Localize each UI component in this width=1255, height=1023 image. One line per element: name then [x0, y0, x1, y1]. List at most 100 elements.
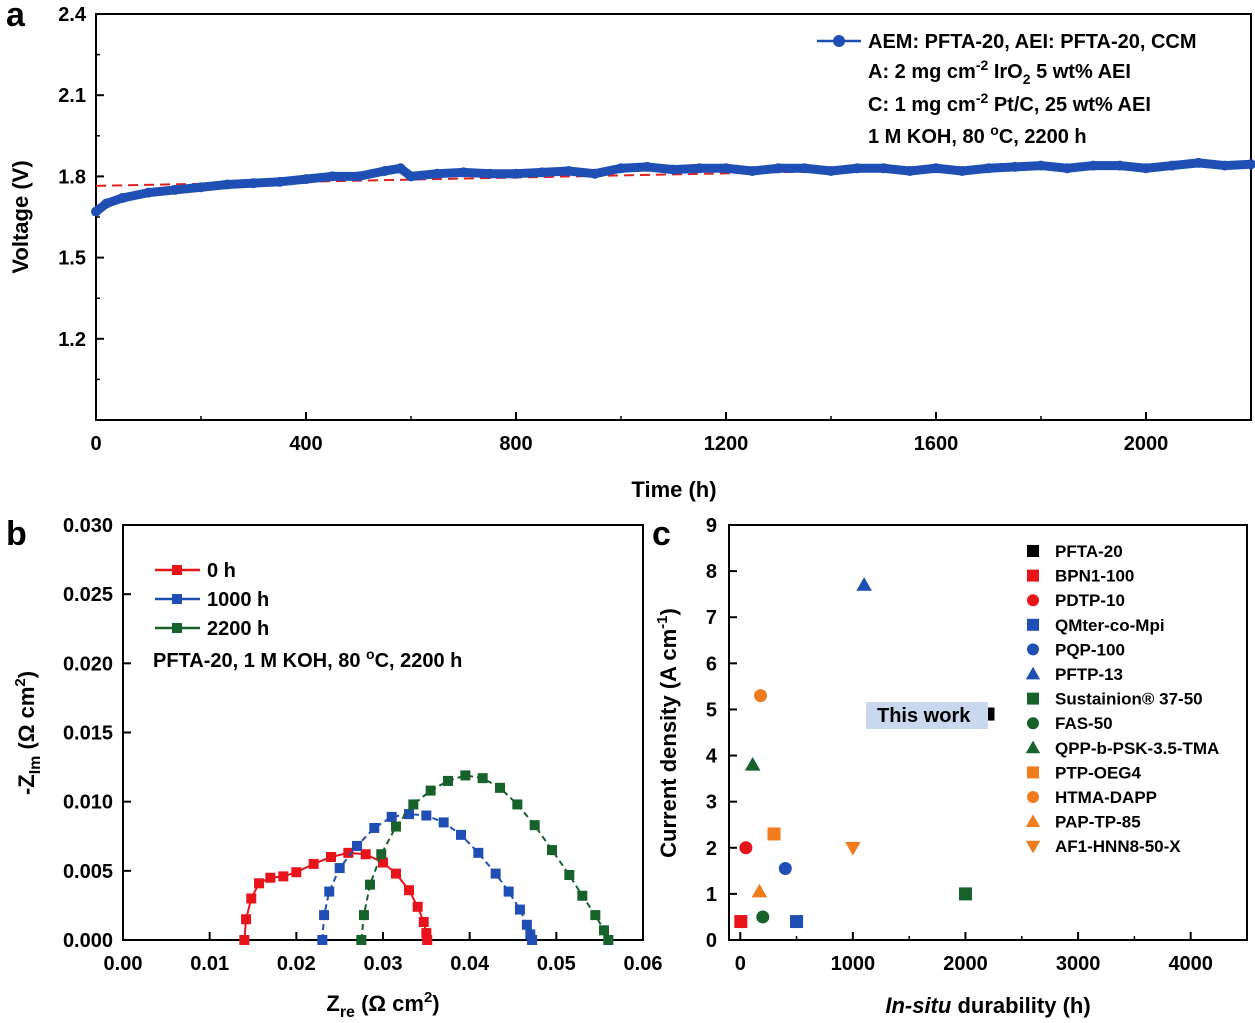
panel-b-data-point — [358, 910, 369, 921]
panel-a-data-point — [616, 163, 626, 174]
panel-c-data-point — [958, 887, 972, 901]
panel-b-data-point — [386, 811, 397, 822]
panel-a-data-point — [1219, 160, 1230, 171]
panel-a-data-point — [91, 206, 101, 217]
panel-a-data-point — [563, 165, 574, 176]
panel-c-legend-label: QMter-co-Mpi — [1055, 616, 1165, 635]
panel-c-y-tick-label: 5 — [706, 699, 717, 721]
panel-c-legend-label: FAS-50 — [1055, 714, 1113, 733]
panel-a-x-tick-label: 0 — [90, 433, 101, 455]
panel-a-data-point — [773, 163, 784, 174]
panel-label-a: a — [6, 0, 26, 34]
panel-a-data-point — [668, 164, 679, 175]
panel-a-data-point — [931, 163, 941, 174]
panel-a-data-point — [878, 163, 889, 174]
panel-b-data-point — [343, 847, 354, 858]
panel-c-legend-label: Sustainion® 37-50 — [1055, 690, 1203, 709]
panel-a-data-point — [458, 167, 469, 178]
panel-c-legend-marker — [1025, 840, 1041, 854]
panel-b-data-point — [412, 901, 423, 912]
panel-a-data-point — [274, 176, 285, 187]
panel-a-data-point — [1088, 160, 1099, 171]
panel-c-y-tick-label: 8 — [706, 561, 717, 583]
panel-b-x-axis-title: Zre (Ω cm2) — [326, 989, 439, 1021]
this-work-callout: This work — [877, 705, 971, 727]
annotation-anode: A: 2 mg cm-2 IrO2 5 wt% AEI — [868, 57, 1131, 87]
panel-a-x-axis-title: Time (h) — [631, 477, 716, 502]
panel-a-data-point — [852, 163, 863, 174]
panel-c-legend-marker — [1027, 545, 1039, 557]
panel-c-legend-label: PFTA-20 — [1055, 542, 1123, 561]
panel-b-data-point — [456, 829, 466, 840]
panel-b-data-point — [460, 770, 471, 781]
panel-b-data-point — [324, 886, 335, 897]
panel-c-y-axis-title: Current density (A cm-1) — [654, 608, 681, 858]
panel-b-data-point — [521, 919, 532, 930]
panel-a-y-axis-title: Voltage (V) — [8, 160, 33, 273]
panel-b-y-tick-label: 0.015 — [63, 723, 113, 745]
panel-a-x-tick-label: 1600 — [914, 433, 959, 455]
panel-a-data-point — [589, 168, 600, 179]
panel-a-data-point — [1036, 160, 1046, 171]
panel-c-legend-marker — [1027, 791, 1039, 803]
panel-c-y-tick-label: 9 — [706, 515, 717, 537]
panel-c-x-tick-label: 1000 — [831, 953, 876, 975]
panel-b-data-point — [376, 849, 387, 860]
panel-a-y-tick-label: 2.1 — [58, 85, 86, 107]
panel-a-data-point — [799, 163, 810, 174]
panel-a-data-point — [222, 179, 233, 190]
this-work-callout-bg — [866, 702, 988, 729]
panel-b-data-point — [356, 935, 367, 945]
panel-b-data-point — [239, 935, 250, 945]
panel-c-legend-marker — [1027, 618, 1039, 631]
panel-c-data-point — [754, 689, 768, 703]
panel-a-data-point — [143, 187, 154, 198]
panel-b-data-point — [422, 935, 433, 945]
panel-a-data-point — [826, 165, 836, 176]
panel-b-data-point — [564, 869, 575, 880]
panel-c-y-tick-label: 1 — [706, 884, 717, 906]
panel-a-data-point — [1246, 159, 1255, 170]
panel-c-data-point — [767, 827, 781, 841]
panel-a-legend: AEM: PFTA-20, AEI: PFTA-20, CCM A: 2 mg … — [817, 31, 1197, 148]
panel-c-y-tick-label: 3 — [706, 792, 717, 814]
panel-b-x-tick-label: 0.06 — [624, 953, 663, 975]
panel-b-legend-label: 2200 h — [207, 618, 269, 640]
panel-a-y-tick-label: 1.2 — [58, 329, 86, 351]
panel-b-data-point — [319, 910, 330, 921]
panel-b-data-point — [421, 810, 432, 821]
panel-b-data-point — [495, 782, 505, 793]
panel-a-data-point — [747, 165, 758, 176]
panel-a-y-tick-label: 2.4 — [58, 4, 87, 26]
panel-a-data-point — [1114, 160, 1125, 171]
panel-b-data-point — [503, 886, 514, 897]
annotation-conditions: 1 M KOH, 80 oC, 2200 h — [868, 122, 1087, 148]
panel-b-data-point — [291, 867, 302, 878]
panel-b-data-point — [391, 821, 401, 832]
panel-b-data-point — [391, 868, 401, 879]
panel-c-y-tick-label: 0 — [706, 930, 717, 952]
panel-a-x-tick-label: 2000 — [1124, 433, 1169, 455]
panel-a-data-point — [537, 167, 548, 178]
panel-b-data-point — [438, 817, 449, 828]
panel-a-data-point — [327, 171, 338, 182]
panel-c-data-point — [856, 577, 872, 591]
panel-b-y-tick-label: 0.005 — [63, 861, 113, 883]
panel-c-x-tick-label: 2000 — [943, 953, 988, 975]
panel-label-b: b — [6, 515, 27, 553]
panel-b-data-point — [326, 852, 336, 862]
panel-b-data-point — [317, 935, 328, 945]
panel-b-y-tick-label: 0.030 — [63, 515, 113, 537]
panel-c-legend-label: PFTP-13 — [1055, 665, 1123, 684]
panel-c-legend-marker — [1025, 666, 1041, 680]
panel-b-legend-label: 0 h — [207, 560, 236, 582]
panel-c-data-point — [739, 841, 753, 855]
panel-a-data-point — [117, 193, 128, 204]
panel-c-legend-label: HTMA-DAPP — [1055, 788, 1157, 807]
panel-c-data-point — [790, 915, 804, 929]
panel-c-y-tick-label: 6 — [706, 653, 717, 675]
panel-c-legend-marker — [1025, 814, 1041, 827]
panel-c-legend-marker — [1027, 692, 1039, 705]
panel-a-data-point — [1062, 163, 1073, 174]
